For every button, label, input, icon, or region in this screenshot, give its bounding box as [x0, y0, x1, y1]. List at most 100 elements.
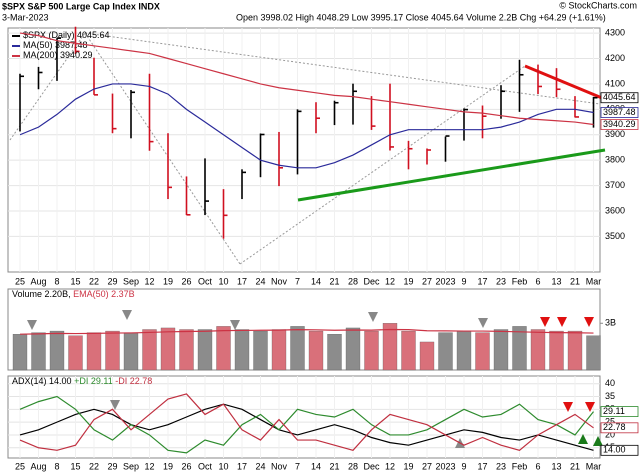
x-tick-label: 13: [551, 276, 561, 286]
moving-average: [19, 83, 594, 169]
x-tick-label: 2023: [435, 276, 455, 286]
y-tick-label: 4300: [605, 27, 625, 37]
x-tick-label: 9: [461, 461, 466, 471]
legend-entry: Volume 2.20B, EMA(50) 2.37B: [12, 289, 135, 299]
x-tick-label: 25: [15, 276, 25, 286]
volume-ema: [19, 328, 594, 335]
volume-bar: [216, 326, 231, 371]
x-tick-label: 28: [348, 276, 358, 286]
chart-date: 3-Mar-2023: [2, 12, 49, 22]
legend-value: 4045.64: [77, 30, 110, 40]
y-tick-label: 35: [605, 391, 615, 401]
x-tick-label: 22: [89, 461, 99, 471]
signal-arrow: [585, 402, 595, 412]
x-tick-label: 15: [70, 276, 80, 286]
value-tag: [600, 406, 639, 417]
x-tick-label: Aug: [30, 276, 46, 286]
y-tick-label: 4200: [605, 53, 625, 63]
indicator-line: [19, 403, 594, 451]
volume-bar: [493, 329, 509, 371]
y-tick-label: 25: [605, 417, 615, 427]
x-tick-label: 10: [218, 461, 228, 471]
value-tag-label: 14.00: [603, 445, 626, 455]
y-tick-label: 3500: [605, 231, 625, 241]
x-tick-label: 6: [535, 276, 540, 286]
volume-bar: [31, 332, 46, 371]
signal-arrow: [540, 317, 550, 327]
legend-value: 2.37B: [111, 289, 135, 299]
legend-entry: MA(50) 3987.48: [23, 40, 88, 50]
value-tag: [600, 107, 639, 118]
x-tick-label: 19: [403, 461, 413, 471]
x-tick-label: 23: [496, 461, 506, 471]
x-tick-label: Oct: [198, 461, 213, 471]
volume-bar: [308, 330, 324, 371]
moving-average: [19, 32, 594, 126]
legend-value: 2.20B,: [45, 289, 71, 299]
signal-arrow: [478, 318, 488, 328]
legend-value: 3940.29: [60, 50, 93, 60]
x-tick-label: 19: [163, 276, 173, 286]
x-tick-label: 21: [570, 276, 580, 286]
legend-value: 14.00: [49, 376, 72, 386]
x-tick-label: 12: [144, 276, 154, 286]
signal-arrow: [584, 317, 594, 327]
legend-value: 22.78: [130, 376, 153, 386]
x-tick-label: 29: [107, 276, 117, 286]
x-tick-label: Dec: [363, 276, 380, 286]
volume-bar: [253, 330, 268, 371]
volume-bar: [586, 335, 601, 371]
volume-bar: [86, 332, 102, 371]
volume-bar: [530, 329, 546, 371]
value-tag: [600, 119, 639, 130]
x-tick-label: 19: [163, 461, 173, 471]
y-tick-label: 3800: [605, 155, 625, 165]
x-tick-label: 28: [348, 461, 358, 471]
x-tick-label: 10: [218, 276, 228, 286]
x-tick-label: 19: [403, 276, 413, 286]
x-tick-label: 21: [570, 461, 580, 471]
volume-bar: [271, 329, 287, 371]
x-tick-label: 23: [496, 276, 506, 286]
x-tick-label: 17: [477, 461, 487, 471]
legend-entry: MA(200) 3940.29: [23, 50, 93, 60]
signal-arrow: [110, 400, 120, 410]
x-tick-label: Nov: [271, 461, 288, 471]
x-tick-label: 24: [255, 276, 265, 286]
signal-arrow: [563, 402, 573, 412]
x-tick-label: 6: [535, 461, 540, 471]
legend-name: Volume: [12, 289, 42, 299]
value-tag-label: 3987.48: [603, 107, 636, 117]
annotations: [9, 32, 606, 448]
signal-arrow: [27, 320, 37, 330]
volume-bar: [345, 327, 361, 371]
x-tick-label: Feb: [512, 276, 528, 286]
x-tick-label: 14: [311, 276, 321, 286]
legend-name: ADX(14): [12, 376, 47, 386]
legend-name: +DI: [74, 376, 88, 386]
y-tick-label: 3900: [605, 129, 625, 139]
source: © StockCharts.com: [559, 0, 637, 10]
signal-arrow: [578, 434, 588, 444]
value-tag-label: 22.78: [603, 422, 626, 432]
value-tag: [600, 422, 639, 434]
x-tick-label: 9: [461, 276, 466, 286]
volume-bar: [105, 330, 120, 371]
x-tick-label: Mar: [586, 461, 602, 471]
x-tick-label: 22: [89, 276, 99, 286]
volume-bar: [419, 341, 435, 371]
legend-value: 3987.48: [55, 40, 88, 50]
y-tick-label: 4100: [605, 78, 625, 88]
y-tick-label: 3B: [605, 318, 616, 328]
volume-bar: [549, 330, 564, 371]
legend-name: MA(200): [23, 50, 58, 60]
indicator-line: [19, 393, 594, 451]
x-tick-label: 17: [237, 276, 247, 286]
volume-bar: [401, 330, 416, 371]
trend-dotted: [239, 65, 526, 265]
adx-panel: [7, 375, 601, 459]
volume-bar: [364, 330, 379, 371]
legend-name: MA(50): [23, 40, 53, 50]
x-tick-label: 24: [255, 461, 265, 471]
x-tick-label: 7: [295, 276, 300, 286]
